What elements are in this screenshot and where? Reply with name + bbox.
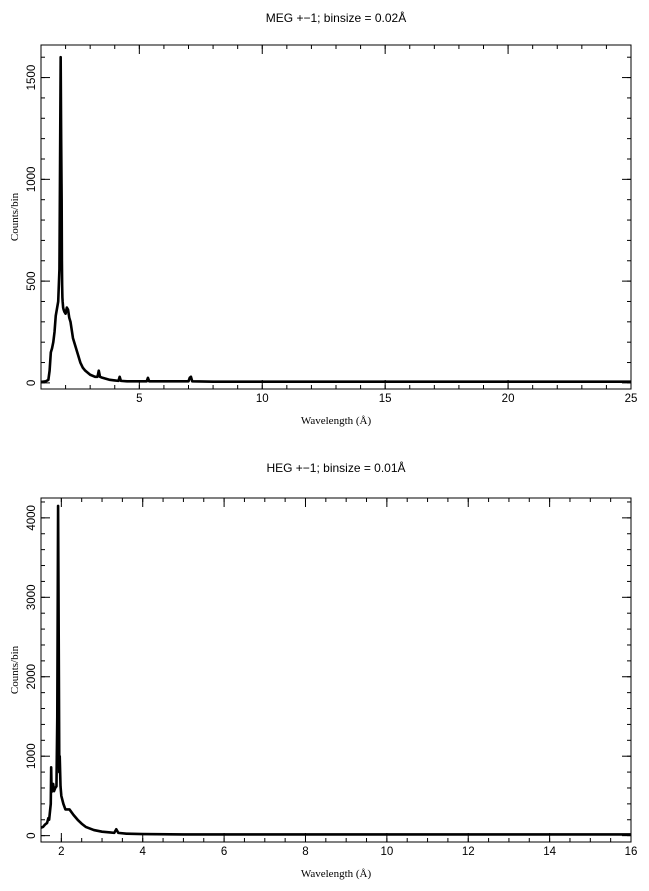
y-axis-label: Counts/bin [9,645,21,694]
chart-title: MEG +−1; binsize = 0.02Å [266,10,406,25]
y-tick-label: 2000 [26,664,38,690]
x-tick-label: 20 [502,393,515,405]
y-tick-label: 3000 [26,585,38,611]
x-tick-label: 25 [625,393,638,405]
plot-frame [40,497,632,843]
x-tick-label: 15 [379,393,392,405]
y-tick-label: 0 [26,380,38,386]
x-tick-label: 5 [136,393,142,405]
x-tick-label: 2 [58,846,64,858]
x-tick-label: 14 [543,846,556,858]
x-tick-label: 6 [221,846,227,858]
y-tick-label: 1000 [26,167,38,193]
y-tick-label: 1500 [26,65,38,91]
x-tick-label: 4 [140,846,147,858]
y-tick-label: 4000 [26,505,38,531]
y-tick-label: 500 [26,272,38,291]
chart-panel-2: HEG +−1; binsize = 0.01Å 2 4 6 8 10 12 14 16 0 100… [9,460,637,880]
y-tick-label: 0 [26,832,38,838]
chart-panel-1: MEG +−1; binsize = 0.02Å 5 10 15 20 25 0 500 100… [9,10,637,427]
spectrum-line [41,55,631,384]
x-axis-label: Wavelength (Å) [301,868,372,880]
x-tick-label: 10 [380,846,393,858]
x-tick-label: 16 [625,846,638,858]
x-axis-label: Wavelength (Å) [301,415,372,427]
x-tick-label: 12 [462,846,475,858]
plot-frame [40,44,632,390]
x-tick-label: 10 [256,393,269,405]
spectrum-line [41,504,631,836]
y-axis-label: Counts/bin [9,192,21,241]
y-tick-label: 1000 [26,743,38,769]
x-tick-label: 8 [302,846,308,858]
chart-title: HEG +−1; binsize = 0.01Å [266,460,405,475]
